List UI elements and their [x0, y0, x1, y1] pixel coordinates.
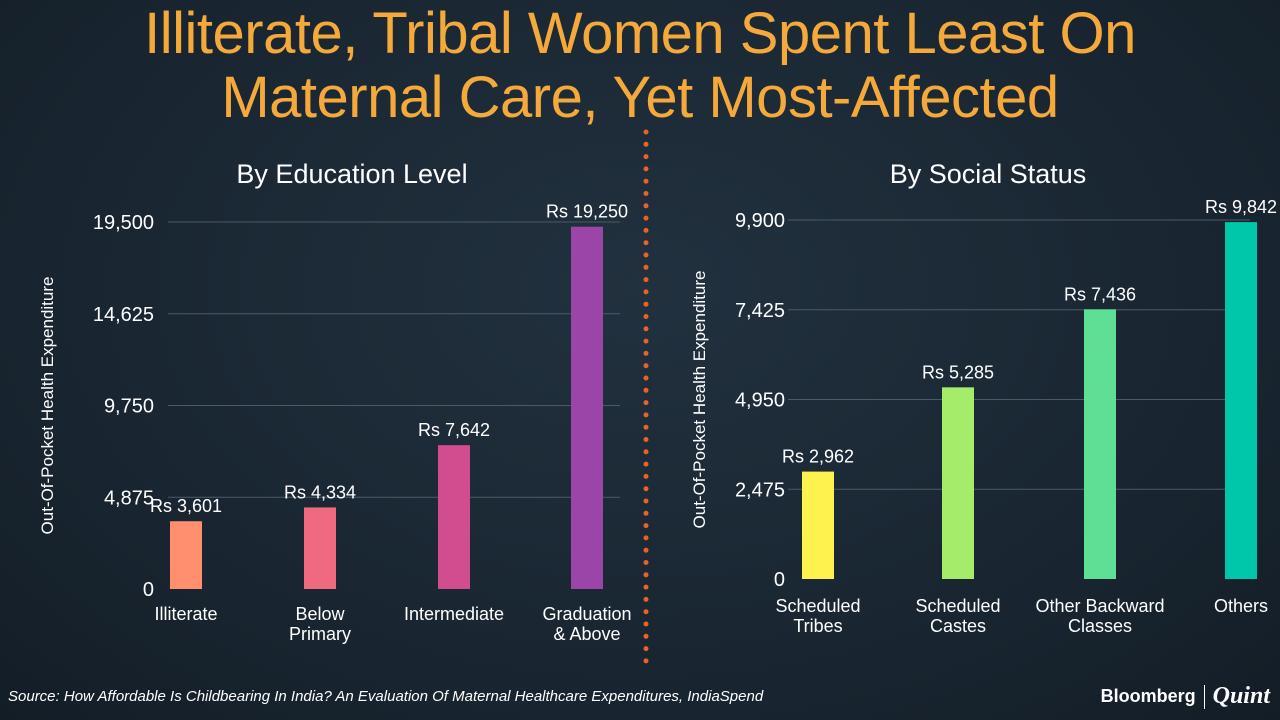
- chart1-bar: [170, 521, 202, 589]
- chart2-value-label: Rs 5,285: [922, 362, 994, 382]
- chart2-ytick-label: 9,900: [735, 210, 785, 232]
- chart2-value-label: Rs 2,962: [782, 447, 854, 467]
- chart2-category-label: Tribes: [793, 616, 842, 636]
- chart1-ylabel: Out-Of-Pocket Health Expenditure: [38, 277, 57, 535]
- chart1-category-label: Intermediate: [404, 604, 504, 624]
- chart1-value-label: Rs 19,250: [546, 202, 628, 222]
- chart2-category-label: Castes: [930, 616, 986, 636]
- chart2-bar: [1225, 222, 1257, 580]
- chart2-category-label: Others: [1214, 596, 1268, 616]
- brand-logo: Bloomberg Quint: [1101, 683, 1270, 710]
- chart2-ytick-label: 7,425: [735, 300, 785, 322]
- chart1-bar: [571, 226, 603, 589]
- chart1-ytick-label: 19,500: [93, 212, 154, 234]
- chart2-title: By Social Status: [890, 159, 1087, 189]
- chart2-ylabel: Out-Of-Pocket Health Expenditure: [690, 271, 709, 529]
- chart2-ytick-label: 0: [774, 569, 785, 591]
- chart1-bar: [304, 507, 336, 589]
- chart2-bar: [942, 387, 974, 579]
- chart2-category-label: Scheduled: [775, 596, 860, 616]
- chart2-ytick-label: 2,475: [735, 479, 785, 501]
- chart2-category-label: Other Backward: [1035, 596, 1164, 616]
- chart1-category-label: Graduation: [542, 604, 631, 624]
- chart1-ytick-label: 9,750: [104, 396, 154, 418]
- chart1-category-label: Below: [295, 604, 345, 624]
- chart2-bar: [1084, 309, 1116, 579]
- chart1-value-label: Rs 3,601: [150, 496, 222, 516]
- chart1-value-label: Rs 7,642: [418, 420, 490, 440]
- brand-quint: Quint: [1212, 683, 1270, 709]
- chart1-bar: [438, 445, 470, 589]
- chart2-value-label: Rs 9,842: [1205, 197, 1277, 217]
- chart2-bar: [802, 471, 834, 579]
- brand-bloomberg: Bloomberg: [1100, 686, 1196, 706]
- chart1-value-label: Rs 4,334: [284, 482, 356, 502]
- chart1-title: By Education Level: [236, 159, 467, 189]
- chart2-category-label: Scheduled: [915, 596, 1000, 616]
- source-note: Source: How Affordable Is Childbearing I…: [8, 688, 764, 705]
- title-line-2: Maternal Care, Yet Most-Affected: [221, 65, 1059, 130]
- chart1-ytick-label: 0: [143, 579, 154, 601]
- title-line-1: Illiterate, Tribal Women Spent Least On: [144, 1, 1136, 66]
- chart2-category-label: Classes: [1068, 616, 1132, 636]
- chart1-category-label: & Above: [553, 624, 620, 644]
- brand-separator: [1203, 684, 1205, 709]
- chart2-value-label: Rs 7,436: [1064, 284, 1136, 304]
- chart2-ytick-label: 4,950: [735, 390, 785, 412]
- chart1-category-label: Illiterate: [154, 604, 217, 624]
- chart1-category-label: Primary: [289, 624, 351, 644]
- page-title: Illiterate, Tribal Women Spent Least On …: [0, 2, 1280, 130]
- chart1-ytick-label: 14,625: [93, 304, 154, 326]
- chart1-ytick-label: 4,875: [104, 487, 154, 509]
